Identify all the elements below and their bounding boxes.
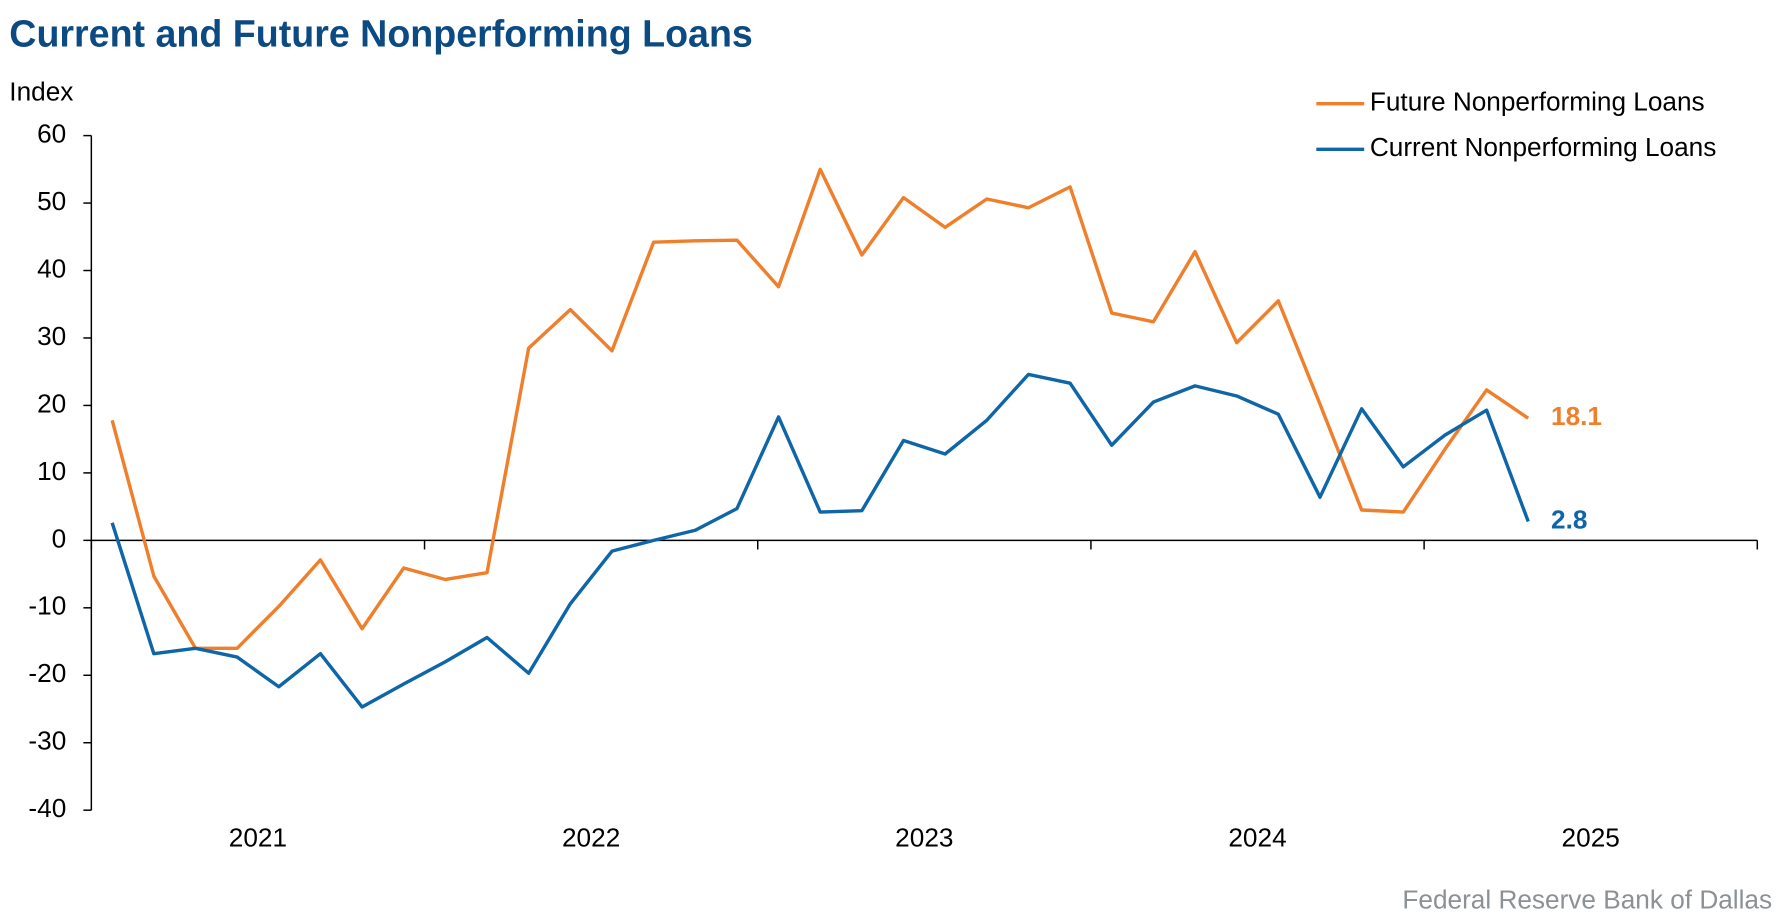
legend-label: Future Nonperforming Loans [1370, 87, 1705, 117]
y-tick-label: 0 [52, 523, 67, 553]
end-value-label: 2.8 [1551, 504, 1587, 534]
x-tick-label: 2025 [1562, 823, 1620, 853]
y-tick-label: 50 [37, 186, 66, 216]
y-tick-label: -30 [28, 726, 66, 756]
x-tick-label: 2021 [229, 823, 287, 853]
y-tick-label: 30 [37, 321, 66, 351]
end-value-label: 18.1 [1551, 401, 1602, 431]
y-tick-label: 10 [37, 456, 66, 486]
series-line [110, 167, 1530, 650]
x-tick-label: 2024 [1228, 823, 1286, 853]
x-tick-label: 2022 [562, 823, 620, 853]
y-tick-label: -40 [28, 793, 66, 823]
series-line [110, 372, 1530, 709]
chart-title: Current and Future Nonperforming Loans [9, 12, 753, 54]
source: Federal Reserve Bank of Dallas [1402, 884, 1772, 914]
y-axis-label: Index [9, 76, 73, 106]
y-tick-label: 60 [37, 119, 66, 149]
y-tick-label: 40 [37, 253, 66, 283]
y-tick-label: -10 [28, 591, 66, 621]
legend-label: Current Nonperforming Loans [1370, 132, 1716, 162]
x-tick-label: 2023 [895, 823, 953, 853]
y-tick-label: -20 [28, 658, 66, 688]
y-tick-label: 20 [37, 388, 66, 418]
